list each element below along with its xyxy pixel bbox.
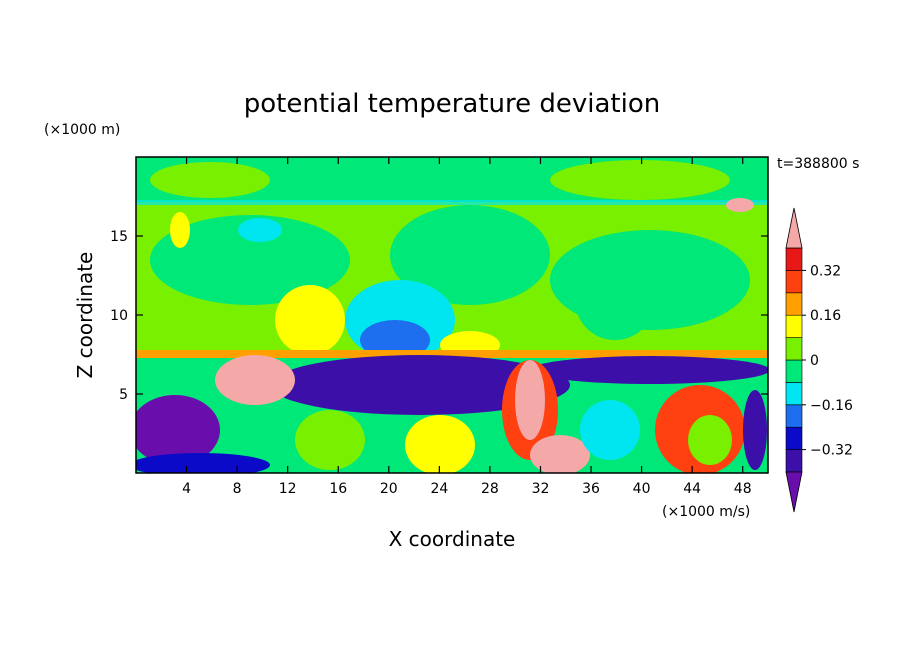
colorbar-bin — [785, 337, 803, 361]
x-tick-label: 40 — [633, 481, 651, 497]
chart-title: potential temperature deviation — [244, 89, 660, 119]
time-label: t=388800 s — [777, 156, 859, 172]
yellow-plume — [275, 285, 345, 355]
pink-patch — [726, 198, 754, 212]
y-axis: 5 10 15 — [110, 229, 768, 403]
y-unit-label: (×1000 m) — [44, 122, 120, 138]
yellow-patch — [170, 212, 190, 248]
colorbar-label: −0.32 — [810, 443, 853, 459]
colorbar-bin — [785, 449, 803, 473]
upper-patch — [390, 205, 550, 305]
colorbar-bin — [785, 404, 803, 428]
negative-region — [530, 356, 768, 384]
x-tick-label: 28 — [481, 481, 499, 497]
colorbar-max-extend — [785, 207, 803, 249]
x-tick-label: 36 — [582, 481, 600, 497]
colorbar-bin — [785, 247, 803, 271]
maximum-region — [515, 360, 545, 440]
positive-region — [295, 410, 365, 470]
colorbar: 0.32 0.16 0 −0.16 −0.32 — [785, 207, 853, 513]
thin-cyan-layer — [136, 200, 768, 205]
inversion-layer — [136, 350, 768, 360]
y-axis-title: Z coordinate — [73, 252, 97, 379]
x-tick-label: 24 — [430, 481, 448, 497]
contour-field — [136, 157, 768, 473]
cyan-patch — [238, 218, 282, 242]
colorbar-bin — [785, 270, 803, 294]
x-tick-label: 12 — [279, 481, 297, 497]
x-unit-label: (×1000 m/s) — [662, 504, 750, 520]
colorbar-bin — [785, 314, 803, 338]
negative-region — [270, 355, 570, 415]
colorbar-bin — [785, 426, 803, 450]
y-tick-label: 5 — [119, 387, 128, 403]
negative-region — [136, 453, 270, 473]
positive-region — [405, 415, 475, 473]
maximum-region — [530, 435, 590, 473]
x-tick-label: 16 — [329, 481, 347, 497]
x-tick-label: 20 — [380, 481, 398, 497]
upper-patch — [550, 160, 730, 200]
upper-patch — [150, 215, 350, 305]
negative-region — [580, 400, 640, 460]
inner-region — [688, 415, 732, 465]
colorbar-label: 0.16 — [810, 308, 841, 324]
negative-region — [743, 390, 767, 470]
colorbar-bin — [785, 359, 803, 383]
x-tick-label: 4 — [182, 481, 191, 497]
upper-patch — [575, 260, 655, 340]
x-tick-label: 48 — [734, 481, 752, 497]
x-axis-title: X coordinate — [389, 527, 516, 551]
colorbar-label: 0 — [810, 353, 819, 369]
colorbar-bin — [785, 382, 803, 406]
colorbar-bin — [785, 292, 803, 316]
x-tick-label: 8 — [233, 481, 242, 497]
maximum-region — [215, 355, 295, 405]
minimum-region — [136, 395, 220, 465]
colorbar-label: −0.16 — [810, 398, 853, 414]
x-tick-label: 32 — [532, 481, 550, 497]
y-tick-label: 15 — [110, 229, 128, 245]
colorbar-label: 0.32 — [810, 263, 841, 279]
upper-patch — [150, 162, 270, 198]
x-axis: 4 8 12 16 20 24 28 32 36 40 44 48 — [182, 157, 752, 497]
colorbar-min-extend — [785, 471, 803, 513]
x-tick-label: 44 — [683, 481, 701, 497]
y-tick-label: 10 — [110, 308, 128, 324]
